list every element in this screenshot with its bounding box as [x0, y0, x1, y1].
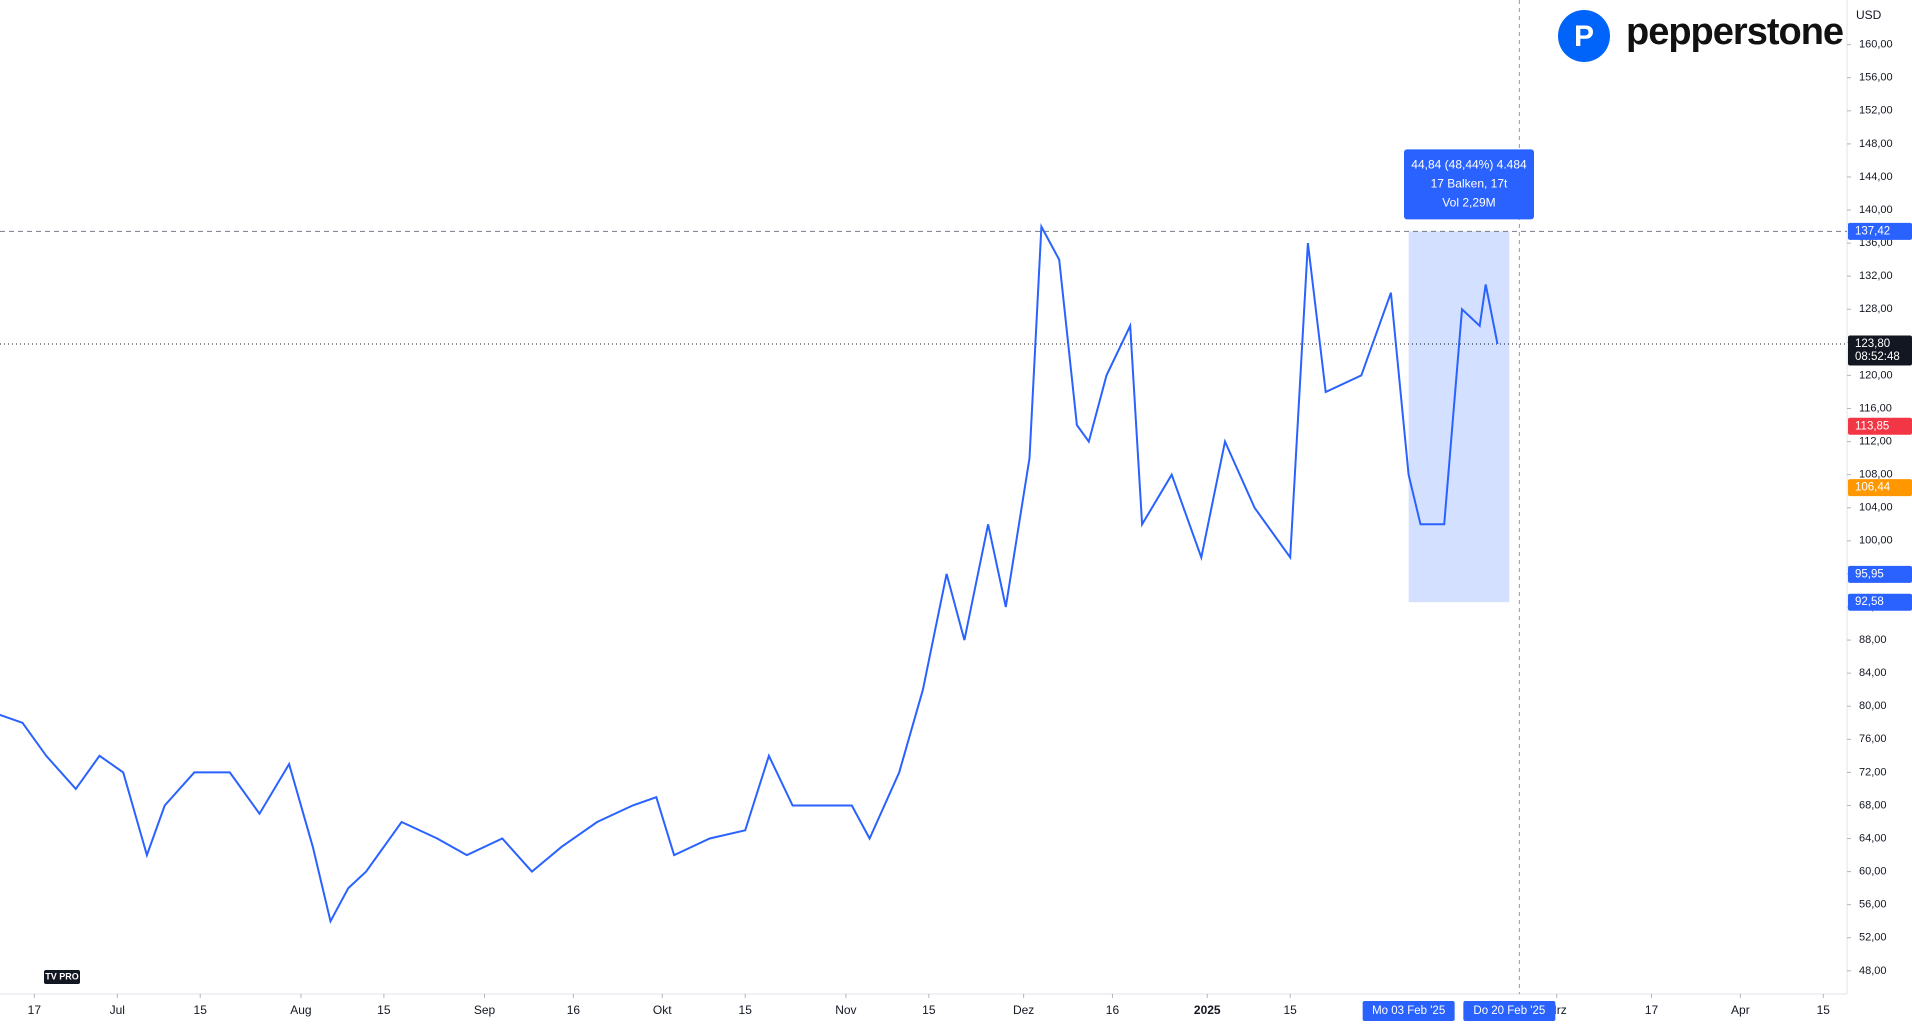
tv-logo: TV PRO — [44, 970, 80, 984]
x-tick-label: Dez — [1013, 1003, 1034, 1017]
price-label: 106,44 — [1855, 482, 1891, 494]
x-tick-label: 15 — [377, 1003, 391, 1017]
y-tick-label: 52,00 — [1859, 932, 1887, 944]
price-label: 123,80 — [1855, 338, 1890, 350]
y-tick-label: 140,00 — [1859, 204, 1893, 216]
y-tick-label: 64,00 — [1859, 832, 1887, 844]
price-label-box — [1848, 417, 1912, 435]
price-label-box — [1848, 222, 1912, 240]
y-tick-label: 80,00 — [1859, 700, 1887, 712]
price-label: 95,95 — [1855, 568, 1884, 580]
y-tick-label: 152,00 — [1859, 105, 1893, 117]
y-tick-label: 100,00 — [1859, 535, 1893, 547]
y-tick-label: 56,00 — [1859, 899, 1887, 911]
y-tick-label: 68,00 — [1859, 799, 1887, 811]
x-tick-label: Okt — [653, 1003, 672, 1017]
measure-label: 17 Balken, 17t — [1431, 177, 1508, 191]
y-tick-label: 148,00 — [1859, 138, 1893, 150]
measure-label: Vol 2,29M — [1442, 196, 1495, 210]
measure-box — [1408, 231, 1510, 603]
price-label: 113,85 — [1855, 420, 1889, 432]
price-label-box — [1848, 565, 1912, 583]
x-tick-label: 15 — [1283, 1003, 1297, 1017]
x-tick-label: 16 — [567, 1003, 581, 1017]
measure-label: 44,84 (48,44%) 4.484 — [1411, 158, 1527, 172]
y-tick-label: 76,00 — [1859, 733, 1887, 745]
y-tick-label: 128,00 — [1859, 303, 1893, 315]
y-tick-label: 160,00 — [1859, 39, 1893, 51]
price-label: 92,58 — [1855, 596, 1884, 608]
x-tick-label: 16 — [1106, 1003, 1120, 1017]
y-tick-label: 72,00 — [1859, 766, 1887, 778]
brand-name: pepperstone — [1626, 11, 1843, 53]
x-tick-label: 15 — [1817, 1003, 1831, 1017]
y-tick-label: 104,00 — [1859, 502, 1893, 514]
x-tick-label: 17 — [28, 1003, 42, 1017]
x-tick-label: 17 — [1645, 1003, 1659, 1017]
y-tick-label: 112,00 — [1859, 436, 1892, 448]
price-label-box — [1848, 479, 1912, 497]
tv-logo-text: TV PRO — [45, 971, 79, 981]
y-tick-label: 48,00 — [1859, 965, 1887, 977]
x-tick-label: 15 — [739, 1003, 753, 1017]
y-tick-label: 60,00 — [1859, 866, 1887, 878]
y-tick-label: 120,00 — [1859, 369, 1893, 381]
y-tick-label: 156,00 — [1859, 72, 1893, 84]
measure-label-box — [1403, 149, 1534, 220]
tv-logo-box — [44, 970, 80, 984]
x-tick-label: Apr — [1731, 1003, 1750, 1017]
x-tick-label: 2025 — [1194, 1003, 1221, 1017]
price-line-series — [0, 222, 1499, 924]
brand-icon-letter: P — [1574, 20, 1594, 53]
y-tick-label: 108,00 — [1859, 469, 1893, 481]
price-label: 137,42 — [1855, 225, 1890, 237]
price-label-box — [1848, 593, 1912, 611]
x-tick-label: Sep — [474, 1003, 496, 1017]
x-tick-label: 15 — [922, 1003, 936, 1017]
brand: P pepperstone — [1558, 10, 1844, 62]
x-tick-label: Nov — [835, 1003, 856, 1017]
date-label-box — [1463, 1001, 1556, 1021]
currency[interactable]: USD — [1856, 8, 1882, 22]
y-tick-label: 136,00 — [1859, 237, 1893, 249]
y-tick-label: 144,00 — [1859, 171, 1893, 183]
date-label: Do 20 Feb '25 — [1473, 1005, 1545, 1017]
brand-icon — [1558, 10, 1610, 62]
date-label-box — [1362, 1001, 1455, 1021]
y-tick-label: 84,00 — [1859, 667, 1887, 679]
x-tick-label: Jul — [110, 1003, 125, 1017]
price-sublabel: 08:52:48 — [1855, 351, 1900, 363]
x-tick-label: 15 — [194, 1003, 208, 1017]
x-tick-label: Aug — [290, 1003, 311, 1017]
date-label: Mo 03 Feb '25 — [1372, 1005, 1445, 1017]
y-tick-label: 88,00 — [1859, 634, 1887, 646]
y-tick-label: 116,00 — [1859, 402, 1892, 414]
price-label-box — [1848, 335, 1912, 366]
y-tick-label: 132,00 — [1859, 270, 1893, 282]
